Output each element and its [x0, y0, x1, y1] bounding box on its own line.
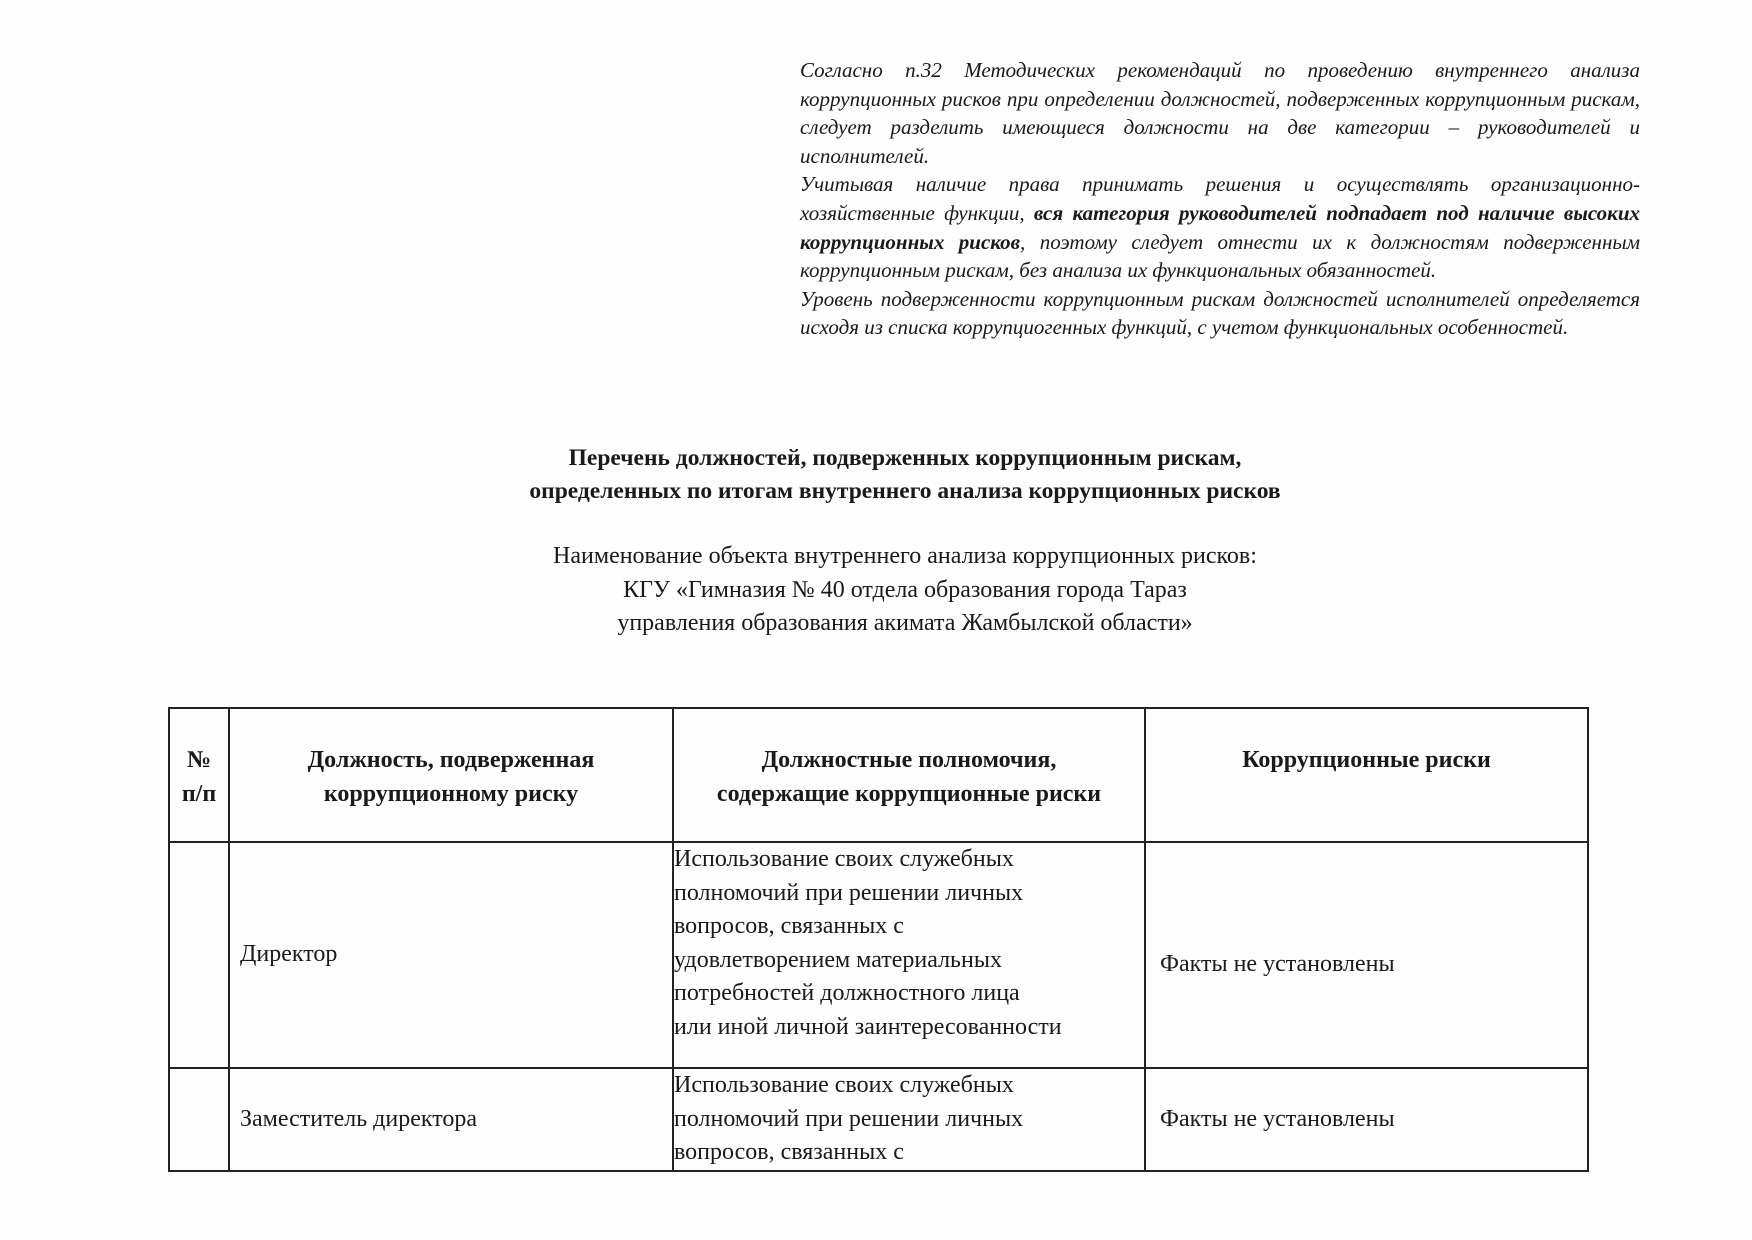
header-position: Должность, подверженная коррупционному ри… — [228, 707, 674, 843]
table-row: Директор Использование своих служебных по… — [168, 841, 1589, 1069]
intro-text: Согласно п.32 Методических рекомендаций … — [800, 56, 1640, 342]
cell-authority: Использование своих служебных полномочий … — [672, 1067, 1146, 1172]
cell-authority: Использование своих служебных полномочий … — [672, 841, 1146, 1069]
cell-risks: Факты не установлены — [1144, 1067, 1589, 1172]
positions-table: № п/п Должность, подверженная коррупционно… — [168, 707, 1589, 1172]
intro-p2-bold: вся категория руководителей подпадает по… — [800, 200, 1641, 254]
table-header-row: № п/п Должность, подверженная коррупционно… — [168, 707, 1589, 843]
subtitle-line-2: КГУ «Гимназия № 40 отдела образования го… — [623, 576, 1187, 603]
cell-position: Заместитель директора — [228, 1067, 674, 1172]
title-line-2: определенных по итогам внутреннего анали… — [529, 478, 1281, 504]
table-row: Заместитель директора Использование свои… — [168, 1067, 1589, 1172]
intro-p2-end: , поэтому следует отнести их к должностя… — [800, 229, 1641, 283]
header-risks: Коррупционные риски — [1144, 707, 1589, 843]
cell-position: Директор — [228, 841, 674, 1069]
document-title: Перечень должностей, подверженных корруп… — [0, 442, 1752, 508]
subtitle-line-1: Наименование объекта внутреннего анализа… — [553, 543, 1257, 569]
subtitle-line-3: управления образования акимата Жамбылско… — [617, 610, 1193, 636]
object-name: Наименование объекта внутреннего анализа… — [0, 540, 1752, 641]
intro-p2-start: Учитывая наличие права принимать решения… — [800, 172, 1640, 225]
header-number: № п/п — [168, 707, 230, 843]
intro-paragraph-2: Учитывая наличие права принимать решения… — [800, 170, 1640, 284]
cell-risks: Факты не установлены — [1144, 841, 1589, 1069]
intro-paragraph-1: Согласно п.32 Методических рекомендаций … — [800, 58, 1640, 168]
cell-number — [168, 841, 230, 1069]
header-authority: Должностные полномочия, содержащие корруп… — [672, 707, 1146, 843]
title-line-1: Перечень должностей, подверженных корруп… — [568, 445, 1242, 471]
intro-paragraph-3: Уровень подверженности коррупционным рис… — [800, 286, 1640, 340]
cell-number — [168, 1067, 230, 1172]
